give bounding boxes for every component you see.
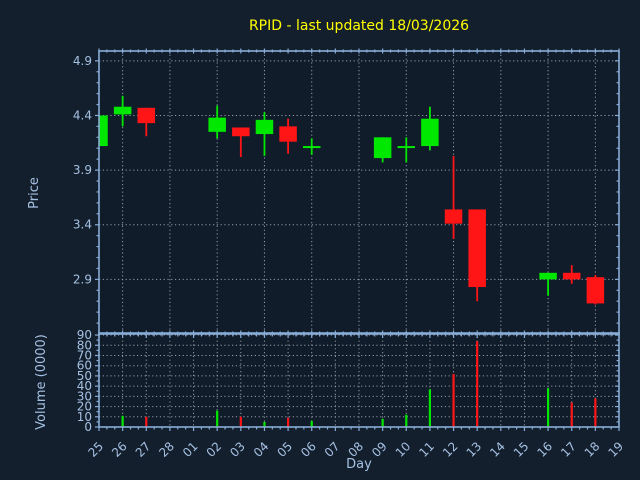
candlestick-11	[421, 106, 439, 151]
day-tick-label: 16	[535, 439, 556, 460]
day-tick-label: 14	[487, 439, 508, 460]
candlestick-18	[586, 274, 605, 305]
volume-bar-17	[570, 402, 573, 427]
volume-bar-27	[145, 416, 148, 427]
candlestick-06	[302, 138, 321, 155]
volume-bar-18	[594, 398, 597, 427]
volume-tick-label: 40	[77, 379, 92, 393]
day-tick-label: 15	[511, 439, 532, 460]
day-tick-label: 27	[133, 439, 154, 460]
day-tick-label: 02	[204, 439, 225, 460]
chart-title: RPID - last updated 18/03/2026	[249, 18, 469, 34]
candlestick-26	[113, 95, 132, 127]
day-tick-label: 03	[227, 439, 248, 460]
price-axis-label: Price	[27, 177, 42, 209]
volume-tick-label: 0	[84, 420, 92, 434]
day-tick-label: 04	[251, 439, 272, 460]
day-tick-label: 17	[558, 439, 579, 460]
volume-bar-11	[428, 389, 432, 427]
candlestick-27	[137, 107, 156, 137]
day-tick-label: 01	[180, 439, 201, 460]
axis-ticks	[95, 48, 620, 431]
day-tick-label: 12	[440, 439, 461, 460]
candlestick-13	[468, 209, 486, 302]
volume-bar-04	[263, 421, 266, 427]
volume-bars	[121, 341, 597, 427]
volume-bar-06	[310, 420, 313, 427]
price-tick-label: 4.4	[73, 108, 92, 122]
price-tick-label: 3.4	[73, 218, 92, 232]
day-tick-label: 18	[582, 439, 603, 460]
price-tick-label: 2.9	[73, 272, 92, 286]
volume-tick-label: 20	[77, 400, 92, 414]
day-tick-label: 11	[416, 439, 437, 460]
day-tick-label: 06	[298, 439, 319, 460]
x-axis-label: Day	[346, 457, 372, 472]
volume-bar-10	[405, 414, 408, 427]
day-tick-label: 25	[85, 439, 106, 460]
candlestick-02	[208, 105, 226, 139]
day-tick-label: 26	[109, 439, 130, 460]
candlestick-04	[255, 112, 274, 156]
volume-tick-label: 10	[77, 410, 92, 424]
volume-bar-02	[216, 410, 219, 427]
day-tick-label: 10	[393, 439, 414, 460]
price-tick-label: 4.9	[73, 54, 92, 68]
volume-axis-label: Volume (0000)	[34, 334, 49, 430]
day-tick-label: 19	[605, 439, 626, 460]
day-tick-label: 05	[275, 439, 296, 460]
volume-tick-label: 70	[77, 348, 92, 362]
volume-bar-03	[239, 416, 242, 427]
volume-bar-16	[546, 388, 550, 427]
candlestick-12	[444, 155, 463, 239]
volume-tick-label: 50	[77, 369, 92, 383]
day-tick-label: 28	[156, 439, 177, 460]
volume-bar-12	[452, 373, 455, 427]
candlestick-03	[232, 127, 250, 157]
volume-bar-05	[286, 417, 290, 427]
volume-bar-09	[381, 418, 384, 427]
day-tick-label: 07	[322, 439, 343, 460]
volume-tick-label: 30	[77, 389, 92, 403]
day-tick-label: 13	[464, 439, 485, 460]
candlestick-05	[279, 118, 297, 154]
price-tick-label: 3.9	[73, 163, 92, 177]
volume-bar-26	[121, 415, 124, 427]
volume-tick-label: 80	[77, 338, 92, 352]
candlestick-09	[373, 137, 392, 163]
day-tick-label: 09	[369, 439, 390, 460]
candlestick-10	[397, 137, 416, 163]
volume-bar-13	[476, 341, 479, 427]
candlestick-17	[562, 265, 581, 284]
candlesticks	[99, 95, 605, 305]
volume-tick-label: 60	[77, 359, 92, 373]
volume-tick-label: 90	[77, 328, 92, 342]
candlestick-16	[539, 272, 557, 296]
